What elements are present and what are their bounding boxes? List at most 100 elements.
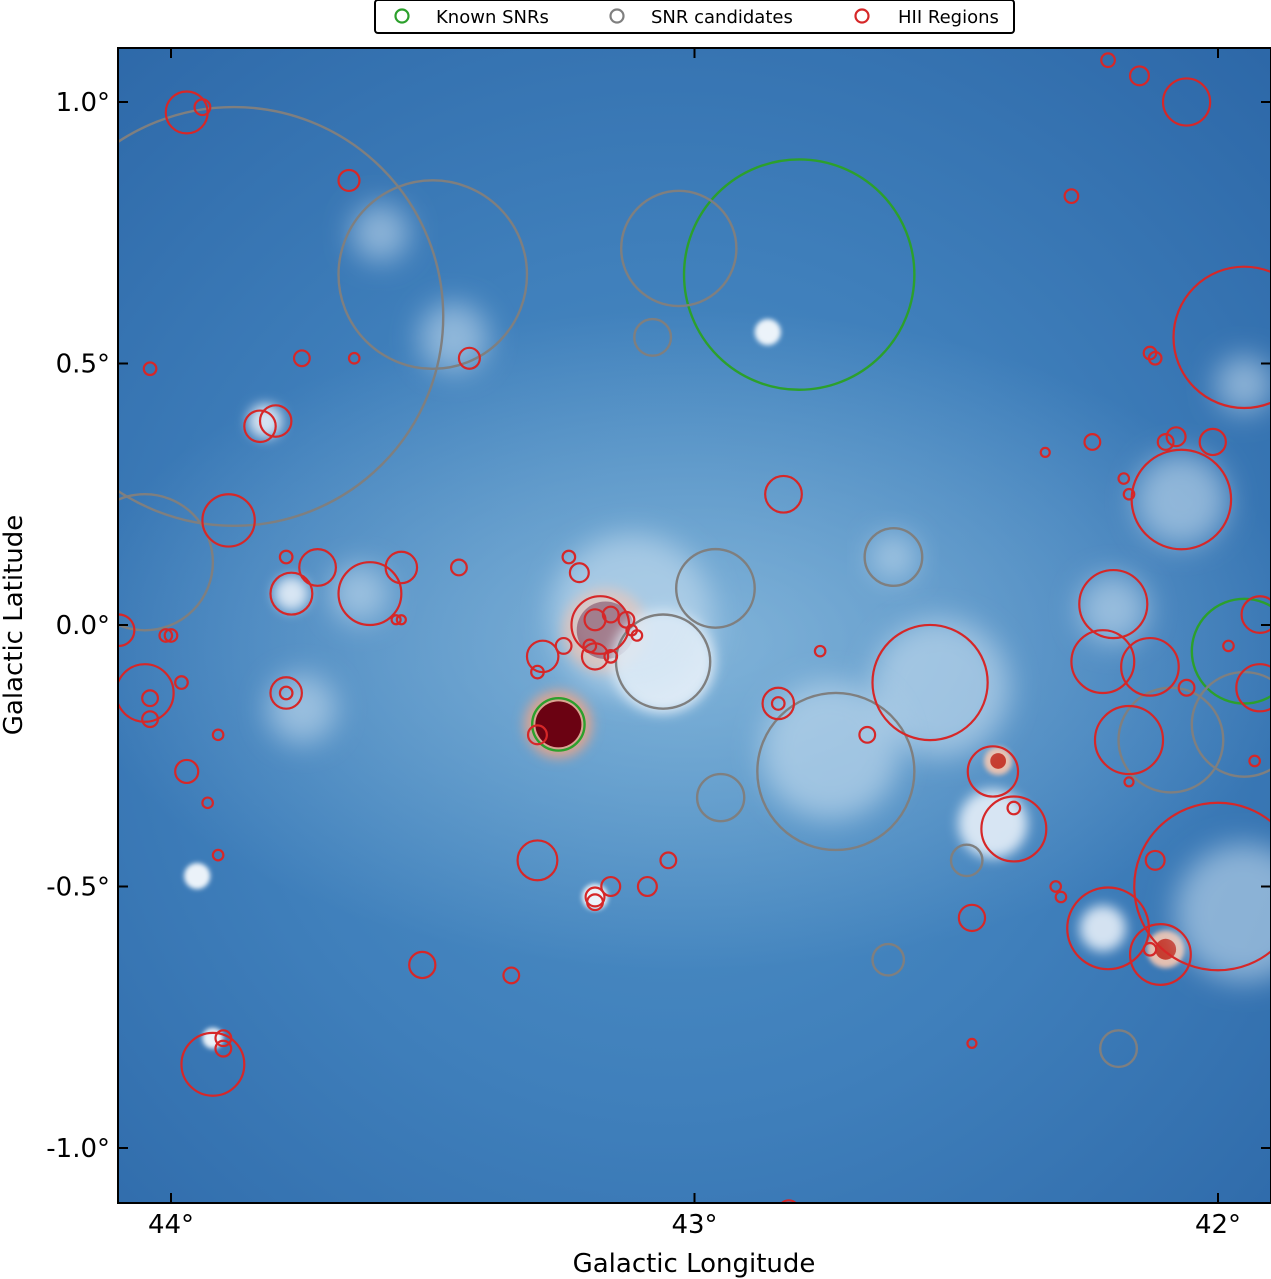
emission-saturated-core (535, 701, 582, 748)
hii-region-circle (603, 648, 619, 664)
hii-region-circle (347, 351, 361, 365)
hii-region-circle (278, 549, 294, 565)
hii-region-circle (1222, 639, 1235, 653)
hii-region-circle (966, 1037, 978, 1050)
hii-region-circle (141, 710, 160, 729)
hii-region-circle (1066, 886, 1150, 971)
hii-region-circle (449, 558, 468, 577)
hii-region-circle (269, 676, 303, 710)
hii-region-circle (1240, 595, 1271, 634)
axis-ticks: 44° 43° 42° 1.0° 0.5° 0.0° -0.5° -1.0° (46, 48, 1271, 1240)
known-snr-circle (531, 696, 586, 752)
emission-blob-diffuse (419, 302, 489, 372)
hii-region-circle (1128, 923, 1192, 986)
hii-region-circle (1006, 800, 1022, 816)
x-tick-label: 44° (148, 1210, 194, 1240)
hii-region-circle (384, 550, 419, 585)
hii-region-circle (1142, 941, 1158, 957)
hii-region-circle (258, 404, 293, 438)
hii-region-circle (586, 893, 604, 912)
hii-region-circle (526, 724, 548, 746)
emission-blob-diffuse (330, 564, 389, 623)
hii-region-circle (292, 349, 311, 368)
emission-blob-diffuse (761, 681, 900, 820)
hii-region-circle (516, 839, 559, 882)
hii-region-circle (298, 548, 338, 587)
hii-region-circle (530, 664, 545, 680)
hii-region-circle (1235, 663, 1271, 713)
hii-region-circle (1093, 704, 1165, 776)
hii-region-circle (201, 796, 214, 810)
hii-region-circle (1133, 801, 1271, 972)
hii-region-circle (1161, 77, 1212, 127)
emission-blob-diffuse (1078, 574, 1148, 644)
x-tick-label: 42° (1195, 1210, 1241, 1240)
hii-region-circle (337, 168, 361, 193)
emission-blob-diffuse (870, 533, 917, 581)
hii-region-circle (561, 549, 577, 565)
hii-region-circle (337, 561, 403, 627)
hii-region-circle (214, 1039, 233, 1058)
hii-region-circle (1177, 678, 1196, 697)
hii-region-circle (211, 848, 225, 862)
hii-region-circle (142, 361, 158, 377)
legend: Known SNRs SNR candidates HII Regions (374, 0, 1015, 34)
emission-blob-bright (1079, 905, 1126, 952)
hii-region-circle (1123, 776, 1135, 788)
hii-region-circle (813, 644, 827, 658)
legend-marker (854, 8, 870, 24)
emission-hot-core (990, 753, 1006, 769)
hii-region-circle (957, 903, 987, 933)
y-tick-label: -1.0° (46, 1134, 110, 1164)
hii-region-circle (193, 98, 212, 117)
hii-region-circle (1156, 432, 1175, 451)
hii-region-circle (1039, 446, 1051, 459)
legend-label: Known SNRs (436, 7, 549, 28)
hii-region-circle (1122, 487, 1136, 501)
hii-region-circle (1248, 754, 1261, 768)
snr-candidate-circle (695, 772, 746, 823)
hii-region-circle (211, 728, 225, 742)
hii-region-circle (1144, 849, 1166, 871)
hii-region-circle (780, 1199, 798, 1203)
snr-candidate-circle (756, 691, 916, 852)
hii-region-circle (568, 562, 590, 584)
known-snr-circle (1190, 597, 1271, 705)
hii-region-circle (174, 758, 200, 785)
intensity-map (118, 48, 1271, 1203)
snr-candidate-circle (871, 942, 906, 977)
hii-region-circle (158, 628, 174, 643)
hii-region-circle (118, 663, 175, 723)
hii-region-circle (1147, 350, 1163, 366)
hii-region-circle (1054, 890, 1068, 904)
emission-blob-bright (274, 576, 309, 611)
emission-blob-bright (247, 403, 283, 439)
hii-region-circle (761, 686, 796, 721)
legend-box (374, 0, 1015, 34)
snr-candidate-circle (863, 527, 924, 588)
emission-blob-diffuse (1135, 453, 1228, 546)
hii-region-circle (1172, 265, 1271, 410)
snr-candidate-circle (949, 843, 984, 878)
series-hii-regions (118, 52, 1271, 1203)
series-known-snrs (531, 158, 1271, 752)
hii-region-circle (858, 725, 877, 744)
hii-region-circle (408, 950, 437, 980)
hii-region-circle (269, 571, 314, 616)
emission-point-source (184, 862, 211, 890)
hii-region-circle (1117, 472, 1131, 485)
series-snr-candidates (118, 105, 1271, 1069)
snr-candidate-circle (620, 189, 738, 308)
snr-candidate-circle (118, 105, 445, 527)
legend-marker (394, 8, 410, 24)
snr-candidate-circle (337, 179, 529, 371)
hii-region-circle (582, 638, 598, 654)
hii-region-circle (1198, 427, 1227, 457)
hii-region-circle (201, 493, 256, 548)
hii-region-circle (966, 745, 1020, 798)
y-tick-label: -0.5° (46, 873, 110, 903)
hii-region-circle (764, 474, 803, 514)
hii-region-circle (1070, 629, 1136, 695)
hii-region-circle (1120, 636, 1180, 697)
